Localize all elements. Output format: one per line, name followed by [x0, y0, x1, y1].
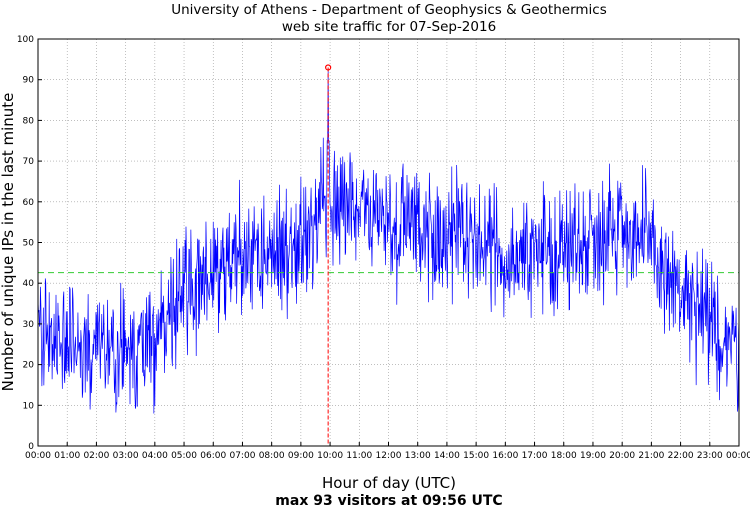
x-tick-label: 21:00: [638, 451, 664, 461]
x-tick-label: 15:00: [463, 451, 489, 461]
chart-title: University of Athens - Department of Geo…: [171, 2, 607, 18]
x-tick-label: 00:00: [726, 451, 750, 461]
chart-subtitle: web site traffic for 07-Sep-2016: [282, 19, 496, 35]
x-tick-label: 20:00: [609, 451, 635, 461]
x-tick-label: 06:00: [200, 451, 226, 461]
x-tick-label: 10:00: [317, 451, 343, 461]
y-axis-ticks: 0 10 20 30 40 50 60 70 80 90 100: [17, 35, 42, 452]
series-layer: [37, 71, 740, 414]
x-tick-label: 00:00: [25, 451, 51, 461]
y-tick-label: 60: [23, 198, 35, 208]
y-tick-label: 10: [23, 401, 35, 411]
x-tick-label: 09:00: [288, 451, 314, 461]
x-tick-label: 13:00: [405, 451, 431, 461]
x-tick-label: 04:00: [142, 451, 168, 461]
y-tick-label: 100: [17, 35, 34, 45]
x-tick-label: 19:00: [580, 451, 606, 461]
y-tick-label: 70: [23, 157, 35, 167]
y-tick-label: 90: [23, 76, 35, 86]
x-tick-label: 07:00: [229, 451, 255, 461]
visitors-series-line: [37, 71, 740, 414]
overlay-layer: [38, 64, 739, 446]
y-axis-label: Number of unique IPs in the last minute: [0, 93, 17, 392]
x-tick-label: 08:00: [259, 451, 285, 461]
x-tick-label: 14:00: [434, 451, 460, 461]
x-axis-label: Hour of day (UTC): [322, 474, 456, 492]
y-tick-label: 0: [28, 442, 34, 452]
x-tick-label: 23:00: [697, 451, 723, 461]
x-tick-label: 22:00: [668, 451, 694, 461]
x-tick-label: 03:00: [113, 451, 139, 461]
x-tick-label: 16:00: [492, 451, 518, 461]
x-tick-label: 05:00: [171, 451, 197, 461]
y-tick-label: 20: [23, 361, 35, 371]
x-tick-label: 01:00: [54, 451, 80, 461]
max-marker-point: [325, 64, 332, 71]
x-tick-label: 17:00: [522, 451, 548, 461]
y-tick-label: 50: [23, 239, 35, 249]
x-tick-label: 12:00: [376, 451, 402, 461]
y-tick-label: 30: [23, 320, 35, 330]
x-tick-label: 11:00: [346, 451, 372, 461]
y-tick-label: 40: [23, 279, 35, 289]
x-tick-label: 18:00: [551, 451, 577, 461]
x-tick-label: 02:00: [83, 451, 109, 461]
y-tick-label: 80: [23, 116, 35, 126]
x-axis-ticks: 00:00 01:00 02:00 03:00 04:00 05:00 06:00 07:00…: [25, 442, 750, 461]
max-visitors-note: max 93 visitors at 09:56 UTC: [275, 493, 502, 509]
